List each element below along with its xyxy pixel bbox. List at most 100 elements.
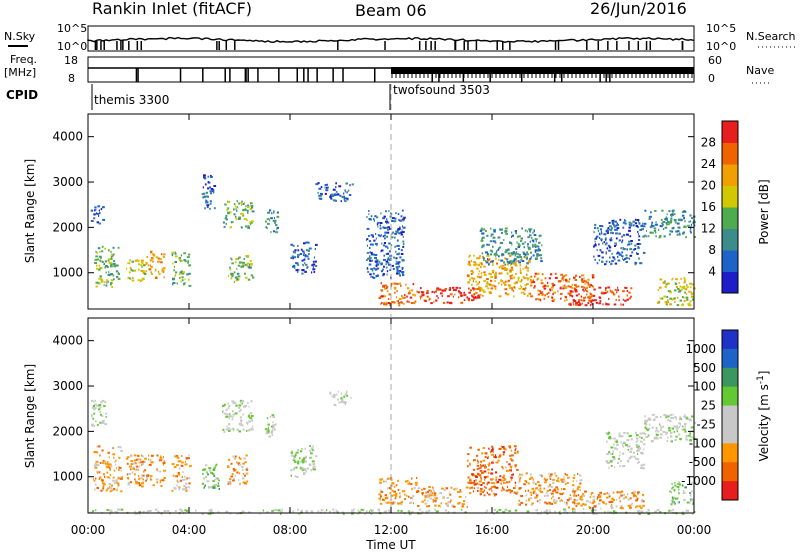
velocity-echo-cell xyxy=(523,483,526,486)
velocity-echo-cell xyxy=(141,463,144,465)
power-echo-cell xyxy=(550,286,554,289)
velocity-echo-cell xyxy=(116,487,118,490)
power-echo-cell xyxy=(660,218,663,221)
velocity-echo-cell xyxy=(457,502,460,505)
power-echo-cell xyxy=(210,188,214,190)
power-echo-cell xyxy=(472,294,475,297)
time-tick-label: 20:00 xyxy=(576,523,611,537)
velocity-echo-cell xyxy=(660,429,662,432)
velocity-echo-cell xyxy=(482,491,485,494)
power-echo-cell xyxy=(502,281,506,284)
power-echo-cell xyxy=(388,227,392,230)
power-echo-cell xyxy=(433,300,435,303)
power-echo-cell xyxy=(524,289,526,292)
velocity-echo-cell xyxy=(270,431,273,434)
velocity-echo-cell xyxy=(91,424,94,426)
velocity-echo-cell xyxy=(473,479,476,482)
velocity-echo-cell xyxy=(471,473,474,476)
power-echo-cell xyxy=(248,225,250,228)
power-colorbar-tick: 8 xyxy=(708,243,716,257)
velocity-echo-cell xyxy=(101,482,105,485)
power-echo-cell xyxy=(127,262,131,265)
power-echo-cell xyxy=(512,259,516,262)
power-echo-cell xyxy=(303,258,305,261)
power-echo-cell xyxy=(102,218,106,221)
velocity-echo-cell xyxy=(682,512,685,515)
velocity-echo-cell xyxy=(105,489,108,492)
velocity-echo-cell xyxy=(357,509,359,512)
velocity-echo-cell xyxy=(644,415,646,418)
power-echo-cell xyxy=(386,285,389,288)
velocity-echo-cell xyxy=(447,501,451,504)
power-echo-cell xyxy=(237,264,241,267)
velocity-echo-cell xyxy=(668,509,671,512)
power-echo-cell xyxy=(654,210,657,212)
velocity-echo-cell xyxy=(96,445,98,448)
velocity-echo-cell xyxy=(511,454,514,457)
power-echo-cell xyxy=(492,240,496,243)
power-echo-cell xyxy=(530,251,532,254)
power-echo-cell xyxy=(116,275,119,278)
velocity-echo-cell xyxy=(529,473,532,476)
power-echo-cell xyxy=(610,229,613,231)
power-echo-cell xyxy=(679,285,682,288)
power-echo-cell xyxy=(621,251,624,254)
power-echo-cell xyxy=(97,205,101,208)
velocity-echo-cell xyxy=(606,461,608,463)
power-echo-cell xyxy=(689,282,692,285)
velocity-echo-cell xyxy=(608,492,610,495)
power-echo-cell xyxy=(642,222,644,225)
velocity-echo-cell xyxy=(201,512,204,515)
velocity-echo-cell xyxy=(636,449,639,452)
power-echo-cell xyxy=(245,276,248,279)
velocity-echo-cell xyxy=(107,451,110,454)
velocity-echo-cell xyxy=(357,512,360,515)
power-echo-cell xyxy=(514,254,517,257)
power-echo-cell xyxy=(481,262,483,265)
power-echo-cell xyxy=(665,221,668,224)
power-echo-cell xyxy=(665,223,668,226)
velocity-echo-cell xyxy=(524,480,527,482)
velocity-echo-cell xyxy=(580,504,583,507)
power-echo-cell xyxy=(381,301,383,304)
power-echo-cell xyxy=(402,243,405,246)
velocity-echo-cell xyxy=(302,461,305,464)
velocity-echo-cell xyxy=(466,465,469,468)
velocity-echo-cell xyxy=(604,511,606,514)
power-echo-cell xyxy=(471,295,475,298)
power-echo-cell xyxy=(386,261,390,264)
velocity-echo-cell xyxy=(238,430,242,433)
velocity-echo-cell xyxy=(646,429,649,432)
power-echo-cell xyxy=(584,304,588,307)
velocity-echo-cell xyxy=(98,404,102,407)
velocity-echo-cell xyxy=(116,489,118,492)
power-echo-cell xyxy=(385,260,388,263)
velocity-echo-cell xyxy=(500,445,502,448)
velocity-echo-cell xyxy=(500,475,502,477)
velocity-echo-cell xyxy=(180,479,182,482)
power-echo-cell xyxy=(479,276,482,279)
velocity-echo-cell xyxy=(520,501,524,504)
power-echo-cell xyxy=(669,297,672,300)
velocity-echo-cell xyxy=(310,510,314,513)
power-echo-cell xyxy=(636,226,640,229)
power-echo-cell xyxy=(546,285,550,288)
velocity-echo-cell xyxy=(135,482,138,485)
velocity-echo-cell xyxy=(185,486,187,489)
velocity-echo-cell xyxy=(453,488,456,491)
velocity-echo-cell xyxy=(310,452,313,455)
velocity-echo-cell xyxy=(120,469,122,472)
power-echo-cell xyxy=(625,257,629,260)
power-echo-cell xyxy=(617,289,620,292)
power-echo-cell xyxy=(101,206,105,209)
power-echo-cell xyxy=(236,200,238,203)
velocity-echo-cell xyxy=(96,464,100,467)
velocity-echo-cell xyxy=(238,422,240,425)
power-echo-cell xyxy=(682,231,685,234)
velocity-echo-cell xyxy=(139,512,141,515)
power-echo-cell xyxy=(402,240,405,243)
velocity-echo-cell xyxy=(281,508,283,511)
power-echo-cell xyxy=(614,262,618,265)
velocity-echo-cell xyxy=(667,418,670,421)
